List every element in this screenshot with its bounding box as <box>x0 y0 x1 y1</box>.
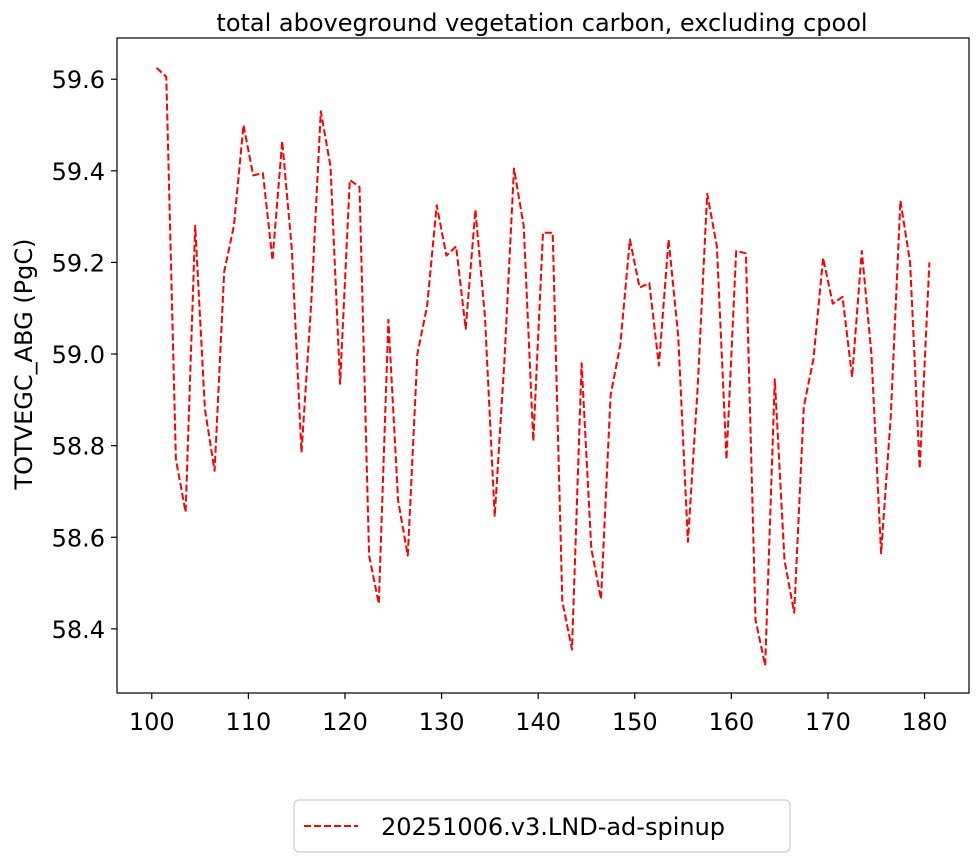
legend-box <box>293 799 791 853</box>
x-tick-label: 150 <box>612 708 658 736</box>
legend: 20251006.v3.LND-ad-spinup <box>293 799 791 853</box>
y-axis-label: TOTVEGC_ABG (PgC) <box>10 238 38 490</box>
x-tick-label: 170 <box>805 708 851 736</box>
x-tick-label: 130 <box>419 708 465 736</box>
x-tick-label: 110 <box>225 708 271 736</box>
legend-label: 20251006.v3.LND-ad-spinup <box>381 813 725 841</box>
y-tick-label: 58.4 <box>52 616 105 644</box>
x-tick-label: 120 <box>322 708 368 736</box>
x-tick-label: 100 <box>129 708 175 736</box>
series-layer <box>155 67 931 667</box>
y-tick-label: 59.4 <box>52 158 105 186</box>
y-tick-label: 58.6 <box>52 524 105 552</box>
series-line <box>155 67 931 667</box>
x-tick-label: 180 <box>902 708 948 736</box>
x-tick-label: 140 <box>515 708 561 736</box>
y-tick-label: 59.2 <box>52 249 105 277</box>
y-tick-label: 58.8 <box>52 433 105 461</box>
axis-ticks: 100 110 120 130 140 150 160 170 180 58.4 58.6 58.8 5… <box>52 66 948 736</box>
plot-area-frame <box>116 37 970 694</box>
y-tick-label: 59.0 <box>52 341 105 369</box>
x-tick-label: 160 <box>708 708 754 736</box>
y-tick-label: 59.6 <box>52 66 105 94</box>
chart-title: total aboveground vegetation carbon, exc… <box>216 9 867 37</box>
